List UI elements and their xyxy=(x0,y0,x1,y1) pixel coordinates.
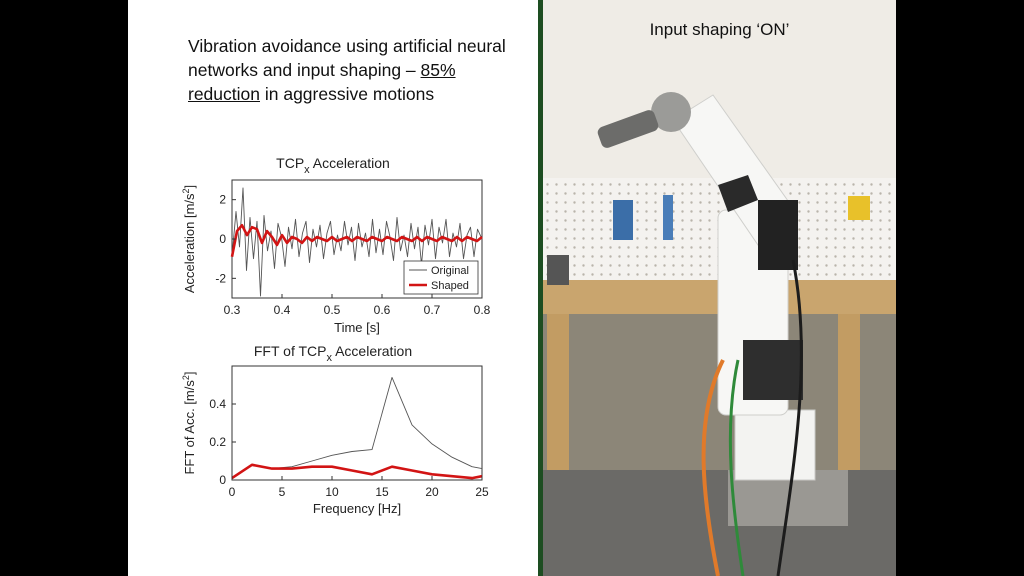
letterbox-left xyxy=(0,0,128,576)
chart2-y-ticks: 0 0.2 0.4 xyxy=(209,397,236,487)
cable-orange xyxy=(701,359,725,576)
heading-text-start: Vibration avoidance using artificial neu… xyxy=(188,36,506,80)
y-tick-label: 0 xyxy=(219,473,226,487)
robot-arm-marking xyxy=(718,175,758,212)
chart1-legend: Original Shaped xyxy=(403,260,479,295)
y-tick-label: 0.2 xyxy=(209,435,226,449)
x-tick-label: 5 xyxy=(279,485,286,499)
chart1-x-ticks: 0.3 0.4 0.5 0.6 0.7 0.8 xyxy=(224,294,491,317)
series-line-shaped xyxy=(231,463,483,480)
bench-leg-right xyxy=(838,314,860,484)
robot-scene xyxy=(543,0,896,576)
chart2-x-axis-label: Frequency [Hz] xyxy=(313,501,401,516)
chart2-x-ticks: 0 5 10 15 20 25 xyxy=(229,476,489,499)
heading-underlined-text: 85% reduction xyxy=(188,60,456,104)
slide: Vibration avoidance using artificial neu… xyxy=(128,0,896,576)
x-tick-label: 0.5 xyxy=(324,303,341,317)
robot-photo: Input shaping ‘ON’ xyxy=(538,0,896,576)
chart1-y-axis-label: Acceleration [m/s2] xyxy=(181,185,197,293)
photo-caption: Input shaping ‘ON’ xyxy=(649,20,790,39)
x-tick-label: 0.3 xyxy=(224,303,241,317)
x-tick-label: 25 xyxy=(475,485,489,499)
tool-level xyxy=(663,195,673,240)
legend-shaped-label: Shaped xyxy=(431,280,469,292)
cable-black xyxy=(776,259,803,576)
series-line-shaped xyxy=(230,223,483,257)
vise xyxy=(547,255,569,285)
robot-motor-pack xyxy=(758,200,798,270)
legend-original-label: Original xyxy=(431,265,469,277)
chart1-series-original xyxy=(231,187,483,297)
chart2-axes-box xyxy=(231,365,483,481)
heading-text-end: in aggressive motions xyxy=(260,84,435,104)
y-tick-label: -2 xyxy=(215,271,226,285)
x-tick-label: 0.6 xyxy=(374,303,391,317)
slide-heading: Vibration avoidance using artificial neu… xyxy=(188,34,518,106)
chart1-y-ticks: -2 0 2 xyxy=(215,193,236,285)
chart1-title: TCPx Acceleration xyxy=(276,155,390,176)
x-tick-label: 15 xyxy=(375,485,389,499)
chart2-series-original xyxy=(231,376,483,479)
series-line-original xyxy=(231,187,483,297)
robot-controller xyxy=(743,340,803,400)
tool-clamp xyxy=(613,200,633,240)
x-tick-label: 0.4 xyxy=(274,303,291,317)
x-tick-label: 10 xyxy=(325,485,339,499)
chart1-series-shaped xyxy=(230,223,483,257)
bench-leg-left xyxy=(547,314,569,484)
x-tick-label: 0.8 xyxy=(474,303,491,317)
letterbox-right xyxy=(896,0,1024,576)
tool-glue-gun xyxy=(848,196,870,220)
chart2-title: FFT of TCPx Acceleration xyxy=(254,343,412,364)
robot-base xyxy=(734,409,816,481)
series-line-original xyxy=(231,376,483,479)
chart2-series-shaped xyxy=(231,463,483,480)
y-tick-label: 0.4 xyxy=(209,397,226,411)
chart2-y-axis-label: FFT of Acc. [m/s2] xyxy=(181,371,197,474)
robot-end-effector xyxy=(597,110,659,148)
cable-green xyxy=(728,359,745,576)
chart1-x-axis-label: Time [s] xyxy=(334,320,380,335)
y-tick-label: 0 xyxy=(219,232,226,246)
robot-wrist xyxy=(651,92,691,132)
y-tick-label: 2 xyxy=(219,193,226,207)
x-tick-label: 0.7 xyxy=(424,303,441,317)
fft-acceleration-chart: FFT of TCPx Acceleration 0 5 10 15 20 25 0 0.2… xyxy=(181,343,489,516)
tcp-acceleration-chart: TCPx Acceleration 0.3 0.4 0.5 0.6 0.7 0.8 -2 0… xyxy=(181,155,491,335)
x-tick-label: 20 xyxy=(425,485,439,499)
x-tick-label: 0 xyxy=(229,485,236,499)
